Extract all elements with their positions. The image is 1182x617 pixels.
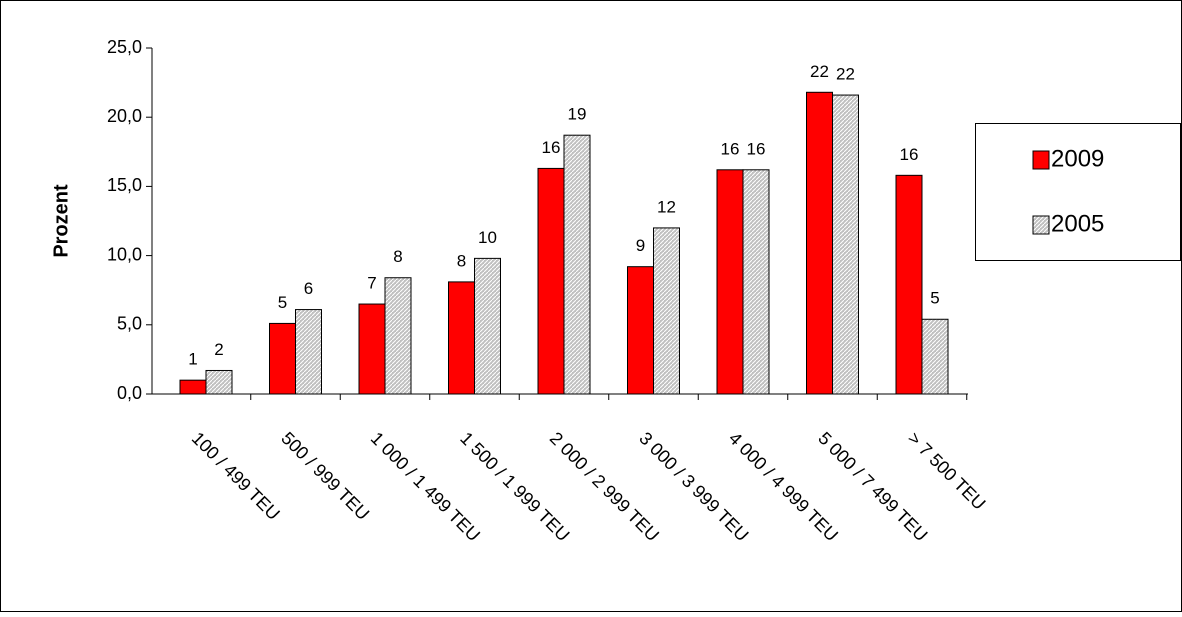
y-tick-label: 20,0 [107, 106, 142, 126]
y-tick-label: 15,0 [107, 175, 142, 195]
bar [921, 318, 949, 395]
y-tick-label: 10,0 [107, 244, 142, 264]
bar [653, 227, 680, 395]
value-label: 12 [657, 197, 676, 216]
value-label: 16 [542, 138, 561, 157]
value-label: 5 [930, 289, 939, 308]
legend-swatch [1032, 215, 1050, 235]
bar [269, 322, 296, 395]
value-label: 8 [393, 247, 402, 266]
value-label: 2 [214, 340, 223, 359]
y-tick-label: 5,0 [117, 314, 142, 334]
value-label: 8 [457, 251, 466, 270]
bar [205, 369, 233, 395]
bar [832, 94, 859, 395]
value-label: 16 [721, 139, 740, 158]
value-label: 16 [747, 139, 766, 158]
value-label: 7 [367, 274, 376, 293]
bar [474, 257, 501, 395]
bar [895, 174, 923, 395]
y-tick-label: 0,0 [117, 383, 142, 403]
value-label: 5 [278, 293, 287, 312]
value-label: 1 [188, 350, 197, 369]
bar [742, 169, 770, 395]
value-label: 10 [478, 228, 497, 247]
bar [358, 303, 386, 395]
legend-label: 2009 [1051, 145, 1104, 172]
legend-label: 2005 [1051, 210, 1104, 237]
bar [716, 169, 744, 395]
value-label: 22 [810, 62, 829, 81]
y-tick-label: 25,0 [107, 37, 142, 57]
bar [806, 91, 833, 395]
value-label: 9 [636, 236, 645, 255]
bar [627, 266, 654, 395]
bar [179, 379, 207, 395]
bar [563, 134, 591, 395]
bar [384, 277, 412, 395]
value-label: 19 [568, 105, 587, 124]
bar [295, 309, 322, 395]
legend-box [975, 123, 1181, 261]
bar [537, 167, 565, 395]
value-label: 22 [836, 65, 855, 84]
legend-swatch [1032, 150, 1050, 170]
bar [448, 281, 475, 395]
y-axis-title: Prozent [50, 184, 72, 258]
value-label: 6 [304, 279, 313, 298]
value-label: 16 [900, 145, 919, 164]
